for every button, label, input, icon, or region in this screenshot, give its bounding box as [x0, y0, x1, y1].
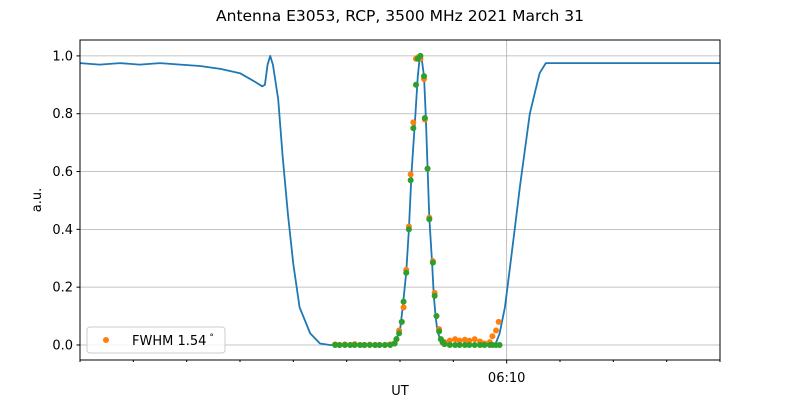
y-tick-label: 1.0	[52, 49, 73, 64]
data-point	[410, 125, 417, 132]
data-point	[407, 171, 414, 178]
data-point	[461, 336, 468, 343]
data-point	[436, 328, 443, 335]
scatter-series-2	[332, 52, 503, 348]
data-point	[410, 119, 417, 126]
data-point	[347, 341, 354, 348]
data-point	[426, 216, 433, 223]
data-point	[405, 226, 412, 233]
data-point	[471, 336, 478, 343]
data-point	[398, 318, 405, 325]
data-point	[341, 341, 348, 348]
data-point	[496, 341, 503, 348]
data-point	[417, 52, 424, 59]
data-point	[403, 269, 410, 276]
x-axis-label: UT	[391, 384, 409, 399]
data-point	[351, 341, 358, 348]
data-point	[452, 341, 459, 348]
data-point	[421, 115, 428, 122]
y-tick-label: 0.0	[52, 338, 73, 353]
legend-label: FWHM 1.54 °	[132, 333, 214, 349]
data-point	[446, 341, 453, 348]
data-point	[495, 318, 502, 325]
y-axis-label: a.u.	[30, 188, 45, 212]
data-point	[446, 337, 453, 344]
data-point	[361, 341, 368, 348]
data-point	[381, 341, 388, 348]
data-point	[466, 341, 473, 348]
data-point	[456, 337, 463, 344]
data-point	[407, 177, 414, 184]
data-point	[421, 73, 427, 80]
y-tick-label: 0.4	[52, 223, 73, 238]
data-point	[357, 341, 363, 348]
data-point	[366, 341, 373, 348]
data-point	[396, 330, 403, 337]
data-point	[477, 341, 483, 348]
legend-marker	[103, 337, 109, 343]
data-point	[466, 337, 473, 344]
data-point	[441, 341, 448, 348]
series-layer	[79, 52, 720, 348]
data-point	[429, 259, 436, 266]
data-point	[493, 327, 499, 334]
data-point	[413, 81, 419, 88]
legend-box	[86, 326, 226, 354]
data-point	[489, 333, 496, 340]
grid	[80, 40, 720, 360]
series-line	[79, 55, 720, 346]
data-point	[431, 292, 438, 299]
data-point	[332, 341, 339, 348]
ticks: 0.0 0.2 0.4 0.6 0.8 1.0 06:10	[52, 49, 721, 386]
y-tick-label: 0.8	[52, 107, 73, 122]
data-point	[456, 341, 463, 348]
x-tick-label: 06:10	[488, 371, 525, 386]
data-point	[433, 313, 440, 320]
axes-frame	[79, 39, 721, 361]
data-point	[461, 341, 468, 348]
data-point	[400, 304, 407, 311]
data-point	[376, 341, 383, 348]
data-point	[424, 165, 431, 172]
data-point	[400, 298, 407, 305]
y-tick-label: 0.6	[52, 165, 73, 180]
legend: FWHM 1.54 °	[86, 326, 226, 354]
data-point	[471, 341, 478, 348]
data-point	[481, 341, 488, 348]
y-tick-label: 0.2	[52, 281, 73, 296]
data-point	[336, 341, 343, 348]
data-point	[372, 341, 379, 348]
chart-title: Antenna E3053, RCP, 3500 MHz 2021 March …	[216, 7, 584, 25]
data-point	[393, 336, 400, 343]
